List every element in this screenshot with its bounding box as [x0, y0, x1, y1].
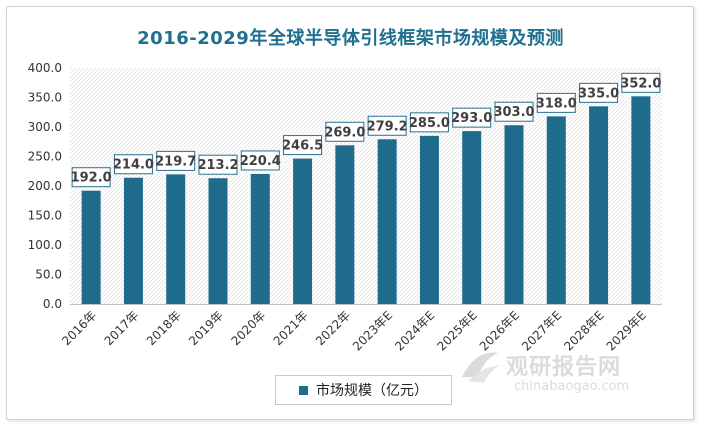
watermark-en: chinabaogao.com: [514, 379, 630, 394]
bar: [631, 96, 651, 304]
y-tick-label: 250.0: [28, 150, 62, 164]
legend-swatch: [299, 385, 308, 395]
bar: [419, 135, 439, 304]
x-tick-label: 2020年: [228, 308, 268, 348]
data-label-box: [621, 72, 661, 93]
data-label-box: [325, 121, 365, 142]
data-label: 352.0: [620, 76, 661, 91]
bar: [208, 178, 228, 304]
chart-title: 2016-2029年全球半导体引线框架市场规模及预测: [137, 28, 564, 49]
data-label-box: [579, 82, 619, 103]
y-tick-label: 400.0: [28, 61, 62, 75]
data-label-box: [198, 154, 238, 175]
x-tick-label: 2018年: [144, 308, 184, 348]
x-tick-label: 2022年: [313, 308, 353, 348]
bar: [166, 174, 186, 304]
y-tick-label: 50.0: [35, 268, 62, 282]
bar: [462, 131, 482, 304]
legend-label: 市场规模（亿元）: [316, 383, 428, 399]
data-label: 318.0: [536, 96, 577, 111]
data-label: 293.0: [451, 111, 492, 126]
data-label-box: [113, 154, 153, 175]
data-label-box: [283, 135, 323, 156]
bar: [335, 145, 355, 304]
data-label-box: [71, 167, 111, 188]
bar: [504, 125, 524, 304]
y-tick-label: 350.0: [28, 91, 62, 105]
x-tick-label: 2019年: [186, 308, 226, 348]
y-tick-label: 100.0: [28, 238, 62, 252]
bar: [589, 106, 609, 304]
bars-group: [81, 96, 651, 304]
bar: [250, 173, 270, 304]
data-label: 285.0: [409, 116, 450, 131]
data-label: 192.0: [71, 171, 112, 186]
x-tick-label: 2017年: [102, 308, 142, 348]
y-tick-label: 200.0: [28, 179, 62, 193]
y-tick-label: 0.0: [43, 297, 62, 311]
data-label-box: [156, 150, 196, 171]
data-label-box: [452, 107, 492, 128]
data-label: 279.2: [367, 119, 408, 134]
data-label: 213.2: [197, 158, 238, 173]
x-tick-label: 2024年E: [392, 308, 437, 353]
data-label: 246.5: [282, 139, 323, 154]
x-tick-label: 2016年: [59, 308, 99, 348]
y-tick-label: 150.0: [28, 209, 62, 223]
x-tick-label: 2023年E: [350, 308, 395, 353]
bar: [546, 116, 566, 304]
data-label: 220.4: [240, 154, 281, 169]
data-label: 214.0: [113, 158, 154, 173]
bar: [81, 190, 101, 304]
data-label: 303.0: [493, 105, 534, 120]
legend: 市场规模（亿元）: [275, 375, 452, 405]
data-label: 335.0: [578, 86, 619, 101]
data-label-box: [367, 115, 407, 136]
bar: [377, 139, 397, 304]
watermark-cn: 观研报告网: [506, 355, 622, 380]
bar: [293, 158, 313, 304]
data-label-box: [409, 112, 449, 133]
watermark-logo-icon: [462, 352, 500, 383]
data-label: 219.7: [155, 154, 196, 169]
y-tick-label: 300.0: [28, 120, 62, 134]
data-label-box: [536, 92, 576, 113]
x-tick-label: 2021年: [271, 308, 311, 348]
data-label-box: [494, 101, 534, 122]
y-axis: 0.0 50.0 100.0 150.0 200.0 250.0 300.0 350.0 400…: [28, 61, 662, 311]
watermark: 观研报告网 chinabaogao.com: [458, 345, 638, 405]
bar: [123, 177, 143, 304]
data-label-box: [240, 150, 280, 171]
data-label: 269.0: [324, 125, 365, 140]
